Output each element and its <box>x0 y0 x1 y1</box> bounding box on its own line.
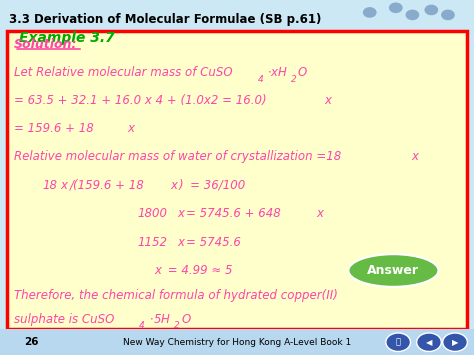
Text: 1152: 1152 <box>137 236 167 248</box>
Text: x: x <box>127 122 134 135</box>
Text: $\cdot$5H: $\cdot$5H <box>146 313 172 326</box>
Text: Relative molecular mass of water of crystallization =18: Relative molecular mass of water of crys… <box>14 151 341 163</box>
Circle shape <box>364 8 376 17</box>
Text: x: x <box>171 179 178 192</box>
Text: O: O <box>298 66 307 79</box>
Text: 26: 26 <box>24 337 38 347</box>
Text: 3.3 Derivation of Molecular Formulae (SB p.61): 3.3 Derivation of Molecular Formulae (SB… <box>9 13 322 26</box>
Text: = 4.99 ≈ 5: = 4.99 ≈ 5 <box>164 264 232 277</box>
Text: ⏸: ⏸ <box>396 338 401 347</box>
Ellipse shape <box>417 333 441 351</box>
Text: x: x <box>178 207 185 220</box>
Text: x: x <box>61 179 68 192</box>
Text: 1800: 1800 <box>137 207 167 220</box>
Text: x: x <box>317 207 324 220</box>
Circle shape <box>406 10 419 20</box>
Text: 4: 4 <box>257 75 263 84</box>
Text: 18: 18 <box>43 179 58 192</box>
Ellipse shape <box>348 254 438 287</box>
Text: 4: 4 <box>138 321 144 331</box>
Text: ▶: ▶ <box>452 338 458 347</box>
Text: )  = 36/100: ) = 36/100 <box>179 179 246 192</box>
Text: Solution:: Solution: <box>14 38 78 51</box>
Text: Let Relative molecular mass of CuSO: Let Relative molecular mass of CuSO <box>14 66 233 79</box>
Circle shape <box>390 3 402 12</box>
Text: $\cdot$xH: $\cdot$xH <box>267 66 288 79</box>
Text: x: x <box>411 151 419 163</box>
FancyBboxPatch shape <box>0 329 474 355</box>
Text: x: x <box>325 94 332 106</box>
Text: x: x <box>178 236 185 248</box>
Text: 2: 2 <box>291 75 296 84</box>
Text: = 5745.6: = 5745.6 <box>186 236 241 248</box>
FancyBboxPatch shape <box>0 0 474 43</box>
Text: sulphate is CuSO: sulphate is CuSO <box>14 313 115 326</box>
Circle shape <box>442 10 454 20</box>
Text: = 5745.6 + 648: = 5745.6 + 648 <box>186 207 285 220</box>
Text: Therefore, the chemical formula of hydrated copper(II): Therefore, the chemical formula of hydra… <box>14 289 338 302</box>
Text: x: x <box>154 264 161 277</box>
Text: = 63.5 + 32.1 + 16.0 x 4 + (1.0x2 = 16.0): = 63.5 + 32.1 + 16.0 x 4 + (1.0x2 = 16.0… <box>14 94 267 106</box>
Text: Answer: Answer <box>367 264 419 277</box>
Text: /(159.6 + 18: /(159.6 + 18 <box>70 179 145 192</box>
Text: ◀: ◀ <box>426 338 432 347</box>
Text: = 159.6 + 18: = 159.6 + 18 <box>14 122 94 135</box>
Ellipse shape <box>386 333 410 351</box>
Circle shape <box>425 5 438 15</box>
FancyBboxPatch shape <box>7 31 467 329</box>
Text: O: O <box>181 313 191 326</box>
Ellipse shape <box>443 333 467 351</box>
Text: 2: 2 <box>174 321 180 331</box>
Text: Example 3.7: Example 3.7 <box>19 31 115 45</box>
Text: New Way Chemistry for Hong Kong A-Level Book 1: New Way Chemistry for Hong Kong A-Level … <box>123 338 351 347</box>
